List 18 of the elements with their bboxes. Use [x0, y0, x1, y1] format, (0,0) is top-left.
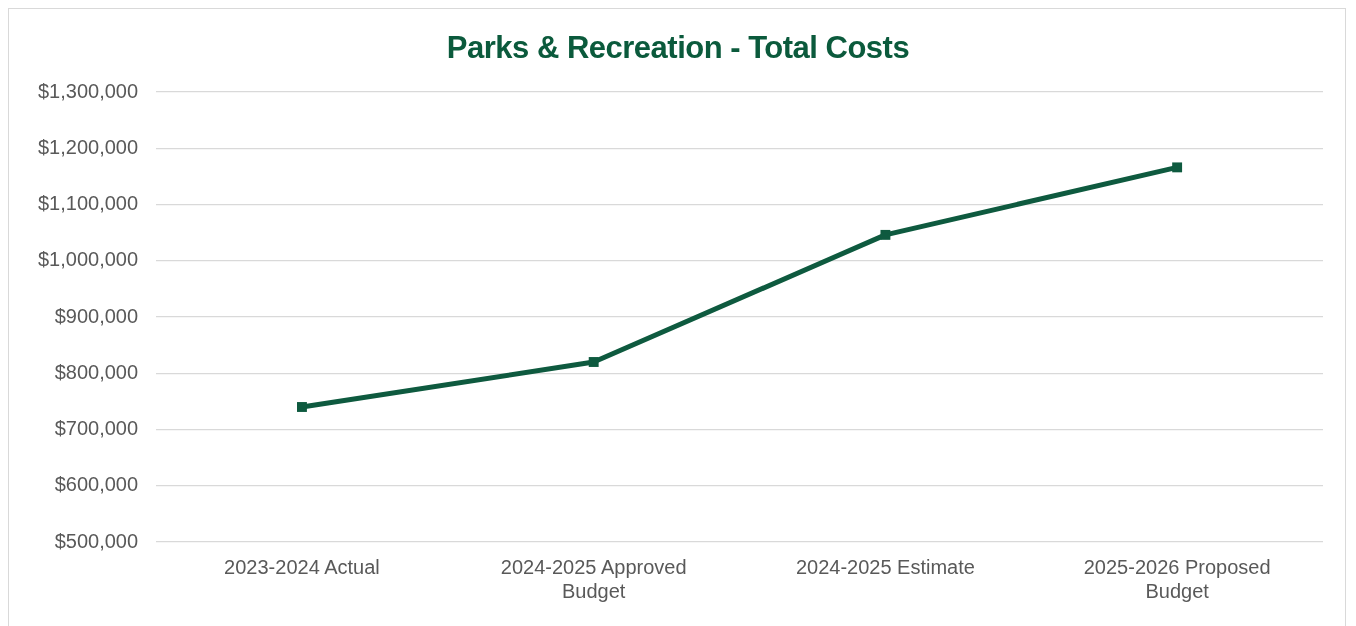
- x-tick-label: 2025-2026 Proposed Budget: [1083, 555, 1271, 602]
- x-tick-label: 2024-2025 Estimate: [795, 555, 975, 578]
- point: [588, 357, 599, 367]
- point: [1172, 162, 1183, 173]
- point: [880, 229, 891, 240]
- y-tick-label: $1,000,000: [37, 248, 139, 271]
- point: [297, 402, 307, 412]
- y-tick-label: $600,000: [54, 473, 139, 496]
- y-tick-label: $1,200,000: [37, 135, 139, 158]
- chart-title: Parks & Recreation - Total Costs: [445, 30, 911, 66]
- y-tick-label: $800,000: [54, 360, 139, 383]
- y-tick-label: $1,300,000: [37, 79, 139, 102]
- y-tick-label: $1,100,000: [37, 192, 139, 215]
- y-tick-label: $500,000: [54, 529, 139, 552]
- x-tick-label: 2024-2025 Approved Budget: [500, 555, 687, 602]
- x-tick-label: 2023-2024 Actual: [224, 555, 380, 578]
- y-tick-label: $700,000: [54, 417, 139, 440]
- y-tick-label: $900,000: [54, 304, 139, 327]
